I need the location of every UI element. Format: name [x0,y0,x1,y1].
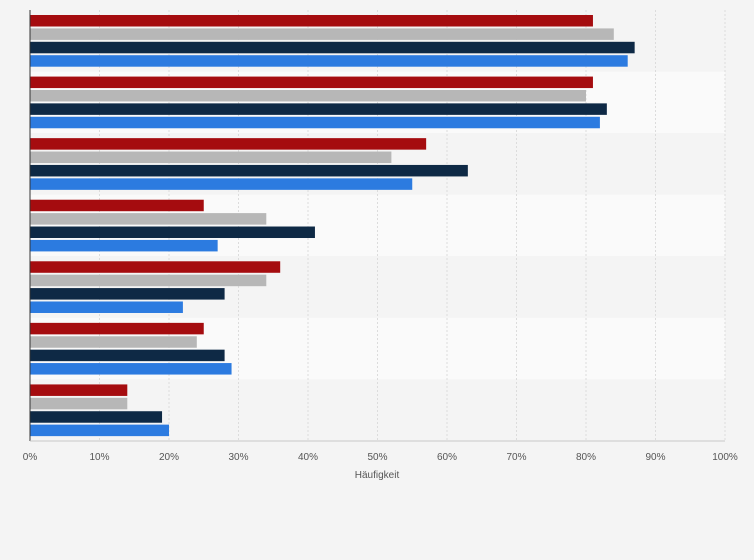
bar-group-1-series-2[interactable] [30,28,614,40]
bar-group-3-series-1[interactable] [30,138,427,150]
bar-group-6-series-3[interactable] [30,349,225,362]
bar-group-5-series-1[interactable] [30,261,281,273]
x-tick-label: 100% [712,452,738,463]
bar-group-5-series-2[interactable] [30,274,267,287]
bar-group-7-series-2[interactable] [30,397,128,410]
bar-group-2-series-3[interactable] [30,103,607,115]
bar-group-4-series-4[interactable] [30,239,218,252]
bar-group-1-series-1[interactable] [30,15,593,27]
bar-group-7-series-3[interactable] [30,411,163,423]
bar-group-2-series-2[interactable] [30,89,586,102]
bar-group-5-series-4[interactable] [30,301,183,313]
x-tick-label: 20% [159,452,179,463]
bar-group-1-series-4[interactable] [30,55,628,67]
bar-group-6-series-2[interactable] [30,336,197,348]
bar-group-4-series-2[interactable] [30,213,267,225]
x-tick-labels: 0% 10% 20% 30% 40% 50% 60% 70% 80% 90% 100% [23,452,738,463]
x-tick-label: 70% [506,452,526,463]
bar-group-3-series-4[interactable] [30,178,413,190]
x-tick-label: 40% [298,452,318,463]
x-tick-label: 10% [89,452,109,463]
bars [30,15,635,437]
bar-group-2-series-1[interactable] [30,76,593,89]
bar-group-1-series-3[interactable] [30,41,635,54]
bar-group-4-series-3[interactable] [30,226,315,239]
bar-group-6-series-4[interactable] [30,363,232,375]
x-tick-label: 50% [367,452,387,463]
x-tick-label: 60% [437,452,457,463]
bar-group-6-series-1[interactable] [30,322,204,335]
x-tick-label: 0% [23,452,38,463]
x-tick-label: 80% [576,452,596,463]
bar-group-3-series-3[interactable] [30,164,468,177]
bar-group-4-series-1[interactable] [30,199,204,212]
x-axis-title: Häufigkeit [355,470,400,481]
bar-group-3-series-2[interactable] [30,151,392,164]
bar-group-7-series-1[interactable] [30,384,128,396]
x-tick-label: 90% [645,452,665,463]
bar-group-7-series-4[interactable] [30,424,169,437]
bar-group-5-series-3[interactable] [30,288,225,300]
axes [29,10,725,442]
bar-group-2-series-4[interactable] [30,116,600,129]
x-tick-label: 30% [228,452,248,463]
